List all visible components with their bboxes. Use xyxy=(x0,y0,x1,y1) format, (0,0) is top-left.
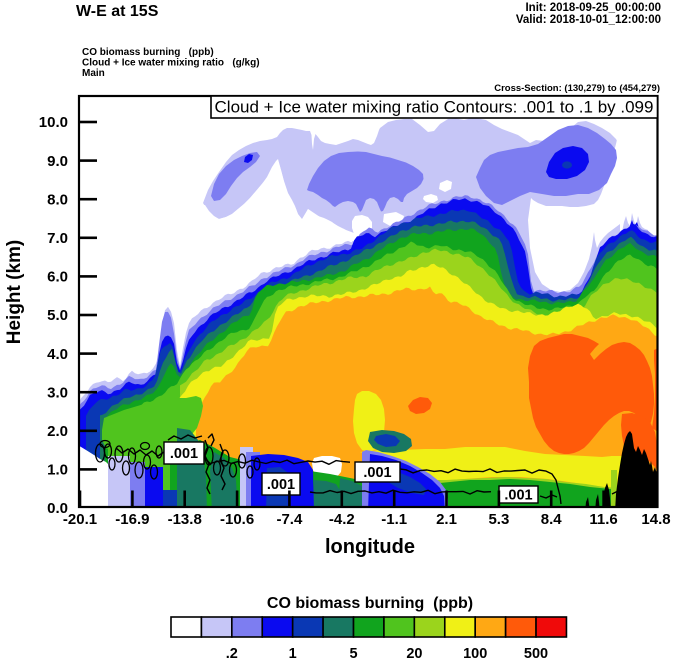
svg-text:Init: 2018-09-25_00:00:00: Init: 2018-09-25_00:00:00 xyxy=(525,2,661,14)
svg-text:CO biomass burning (ppb): CO biomass burning (ppb) xyxy=(82,47,214,58)
svg-text:longitude: longitude xyxy=(325,536,415,558)
svg-text:Valid: 2018-10-01_12:00:00: Valid: 2018-10-01_12:00:00 xyxy=(516,14,661,26)
svg-text:14.8: 14.8 xyxy=(641,511,670,528)
svg-text:5.3: 5.3 xyxy=(488,511,509,528)
svg-text:9.0: 9.0 xyxy=(47,153,68,170)
svg-text:W-E at 15S: W-E at 15S xyxy=(76,3,159,20)
svg-text:.001: .001 xyxy=(267,477,295,493)
svg-text:Cloud + Ice water mixing ratio: Cloud + Ice water mixing ratio Contours:… xyxy=(215,98,654,117)
svg-text:CO biomass burning (ppb): CO biomass burning (ppb) xyxy=(267,595,473,612)
svg-text:Cross-Section: (130,279) to (4: Cross-Section: (130,279) to (454,279) xyxy=(494,83,660,94)
svg-text:1.0: 1.0 xyxy=(47,462,68,479)
svg-text:-16.9: -16.9 xyxy=(115,511,149,528)
svg-text:8.4: 8.4 xyxy=(541,511,563,528)
svg-text:11.6: 11.6 xyxy=(589,511,617,528)
svg-text:2.1: 2.1 xyxy=(436,511,457,528)
svg-text:20: 20 xyxy=(406,646,422,662)
svg-text:500: 500 xyxy=(524,646,548,662)
svg-text:8.0: 8.0 xyxy=(47,191,68,208)
svg-text:6.0: 6.0 xyxy=(47,269,68,286)
svg-text:-4.2: -4.2 xyxy=(329,511,355,528)
svg-text:7.0: 7.0 xyxy=(47,230,68,247)
svg-text:Height (km): Height (km) xyxy=(4,240,25,345)
svg-text:3.0: 3.0 xyxy=(47,384,68,401)
svg-text:10.0: 10.0 xyxy=(39,114,68,131)
svg-text:2.0: 2.0 xyxy=(47,423,68,440)
svg-text:-7.4: -7.4 xyxy=(276,511,303,528)
svg-text:Main: Main xyxy=(82,68,105,79)
svg-text:0.0: 0.0 xyxy=(47,500,68,517)
svg-text:-20.1: -20.1 xyxy=(63,511,97,528)
svg-text:100: 100 xyxy=(463,646,487,662)
svg-text:.001: .001 xyxy=(363,465,391,481)
svg-text:5: 5 xyxy=(349,646,357,662)
svg-text:4.0: 4.0 xyxy=(47,346,68,363)
svg-text:Cloud + Ice water mixing ratio: Cloud + Ice water mixing ratio (g/kg) xyxy=(82,58,260,69)
svg-text:.001: .001 xyxy=(170,446,198,462)
svg-text:-13.8: -13.8 xyxy=(168,511,202,528)
svg-text:1: 1 xyxy=(289,646,297,662)
svg-text:.001: .001 xyxy=(504,488,532,504)
svg-text:.2: .2 xyxy=(226,646,238,662)
svg-text:-1.1: -1.1 xyxy=(381,511,407,528)
svg-text:-10.6: -10.6 xyxy=(220,511,254,528)
svg-text:5.0: 5.0 xyxy=(47,307,68,324)
